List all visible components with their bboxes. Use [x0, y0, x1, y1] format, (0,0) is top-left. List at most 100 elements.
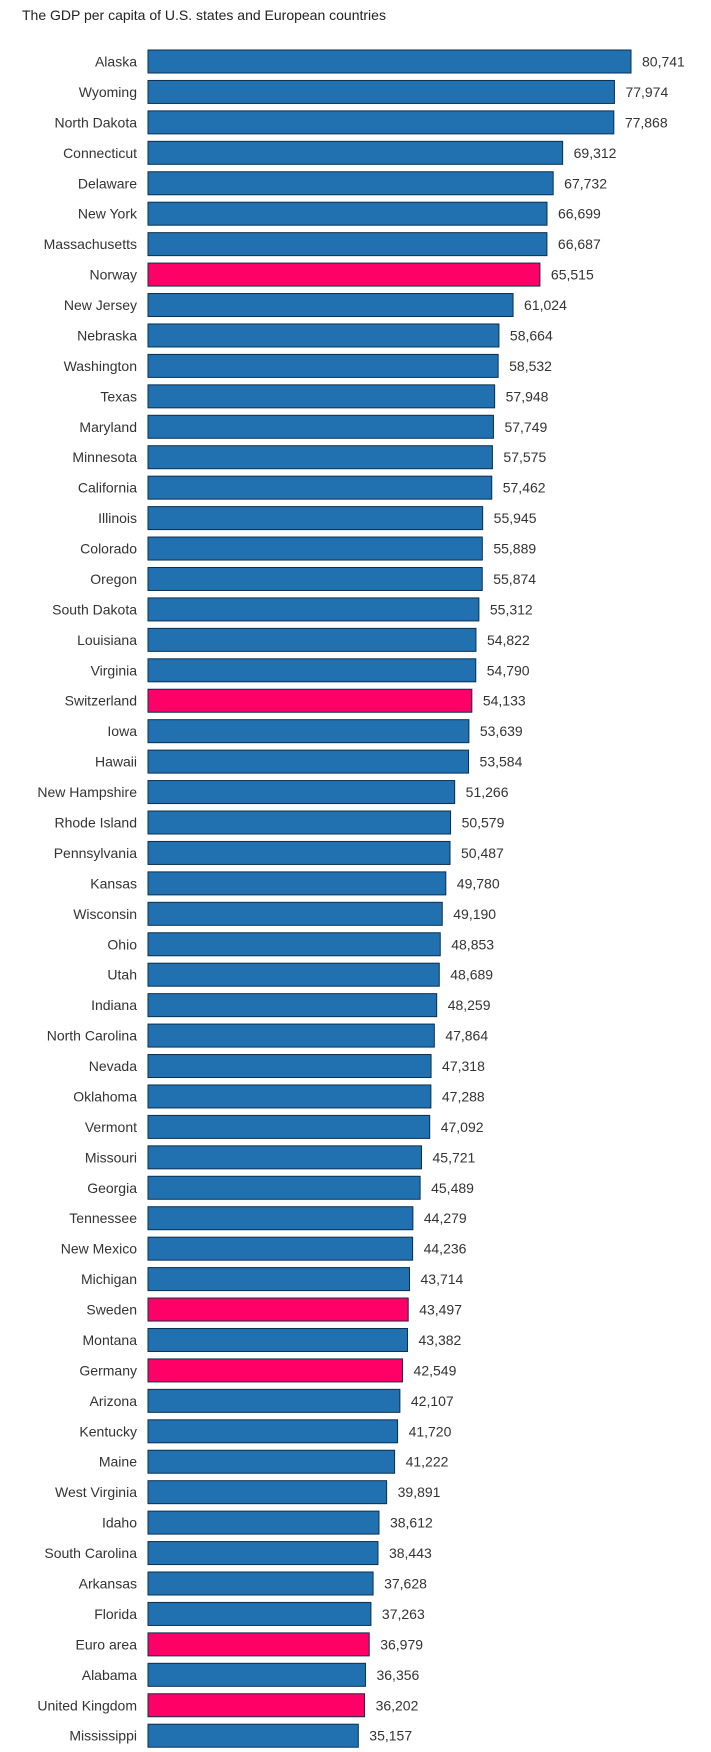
bar-louisiana [147, 627, 477, 652]
category-label-oregon: Oregon [90, 571, 137, 587]
value-label-new-york: 66,699 [558, 206, 601, 222]
value-label-rhode-island: 50,579 [462, 815, 505, 831]
category-label-new-york: New York [78, 206, 138, 222]
value-label-alabama: 36,356 [376, 1667, 419, 1683]
value-label-idaho: 38,612 [390, 1515, 433, 1531]
value-label-louisiana: 54,822 [487, 632, 530, 648]
value-label-new-hampshire: 51,266 [466, 784, 509, 800]
category-label-north-carolina: North Carolina [47, 1028, 137, 1044]
category-label-montana: Montana [83, 1332, 138, 1348]
category-label-new-jersey: New Jersey [64, 297, 137, 313]
bar-vermont [147, 1114, 431, 1139]
value-label-nebraska: 58,664 [510, 327, 553, 343]
value-label-oklahoma: 47,288 [442, 1088, 485, 1104]
bar-colorado [147, 536, 483, 561]
category-label-florida: Florida [94, 1606, 137, 1622]
value-label-connecticut: 69,312 [574, 145, 617, 161]
bar-tennessee [147, 1206, 414, 1231]
value-label-wisconsin: 49,190 [453, 906, 496, 922]
bar-missouri [147, 1145, 423, 1170]
category-label-west-virginia: West Virginia [55, 1484, 137, 1500]
value-label-tennessee: 44,279 [424, 1210, 467, 1226]
bar-washington [147, 353, 499, 378]
bar-hawaii [147, 749, 470, 774]
value-label-new-mexico: 44,236 [424, 1241, 467, 1257]
value-label-germany: 42,549 [414, 1362, 457, 1378]
value-label-utah: 48,689 [450, 967, 493, 983]
category-label-germany: Germany [79, 1362, 137, 1378]
category-label-massachusetts: Massachusetts [44, 236, 137, 252]
value-label-maryland: 57,749 [504, 419, 547, 435]
value-label-mississippi: 35,157 [369, 1728, 412, 1744]
bar-oregon [147, 566, 483, 591]
value-label-switzerland: 54,133 [483, 693, 526, 709]
bar-wyoming [147, 79, 615, 104]
chart-title: The GDP per capita of U.S. states and Eu… [22, 7, 386, 23]
category-label-nebraska: Nebraska [77, 327, 137, 343]
value-label-michigan: 43,714 [421, 1271, 464, 1287]
value-label-massachusetts: 66,687 [558, 236, 601, 252]
bar-illinois [147, 506, 484, 531]
bar-north-dakota [147, 110, 615, 135]
value-label-euro-area: 36,979 [380, 1636, 423, 1652]
value-label-arkansas: 37,628 [384, 1576, 427, 1592]
value-label-sweden: 43,497 [419, 1302, 462, 1318]
category-label-connecticut: Connecticut [63, 145, 137, 161]
value-label-alaska: 80,741 [642, 54, 685, 70]
bar-sweden [147, 1297, 409, 1322]
bar-new-mexico [147, 1236, 414, 1261]
category-label-georgia: Georgia [87, 1180, 137, 1196]
bar-idaho [147, 1510, 380, 1535]
bar-germany [147, 1358, 404, 1383]
value-label-kentucky: 41,720 [409, 1423, 452, 1439]
value-label-ohio: 48,853 [451, 936, 494, 952]
category-label-colorado: Colorado [80, 541, 137, 557]
value-label-texas: 57,948 [506, 388, 549, 404]
value-label-maine: 41,222 [406, 1454, 449, 1470]
value-label-norway: 65,515 [551, 267, 594, 283]
bar-georgia [147, 1175, 421, 1200]
bar-nevada [147, 1054, 432, 1079]
bar-new-hampshire [147, 780, 456, 805]
value-label-georgia: 45,489 [431, 1180, 474, 1196]
category-label-illinois: Illinois [98, 510, 137, 526]
bar-mississippi [147, 1723, 359, 1748]
value-label-california: 57,462 [503, 480, 546, 496]
category-label-delaware: Delaware [78, 175, 137, 191]
bar-rhode-island [147, 810, 452, 835]
bar-new-jersey [147, 293, 514, 318]
category-label-missouri: Missouri [85, 1149, 137, 1165]
category-label-washington: Washington [64, 358, 137, 374]
bar-utah [147, 962, 440, 987]
bar-nebraska [147, 323, 500, 348]
value-label-delaware: 67,732 [564, 175, 607, 191]
bar-west-virginia [147, 1480, 388, 1505]
bar-montana [147, 1327, 409, 1352]
category-label-south-dakota: South Dakota [52, 601, 137, 617]
bar-pennsylvania [147, 840, 451, 865]
value-label-iowa: 53,639 [480, 723, 523, 739]
category-label-idaho: Idaho [102, 1515, 137, 1531]
category-label-kansas: Kansas [90, 875, 137, 891]
category-label-maine: Maine [99, 1454, 137, 1470]
bar-delaware [147, 171, 554, 196]
category-label-tennessee: Tennessee [69, 1210, 137, 1226]
value-label-washington: 58,532 [509, 358, 552, 374]
value-label-montana: 43,382 [419, 1332, 462, 1348]
category-label-rhode-island: Rhode Island [54, 815, 137, 831]
category-label-indiana: Indiana [91, 997, 137, 1013]
bar-alaska [147, 49, 632, 74]
category-label-sweden: Sweden [86, 1302, 137, 1318]
bar-maine [147, 1449, 396, 1474]
value-label-oregon: 55,874 [493, 571, 536, 587]
category-label-mississippi: Mississippi [69, 1728, 137, 1744]
value-label-south-carolina: 38,443 [389, 1545, 432, 1561]
value-label-pennsylvania: 50,487 [461, 845, 504, 861]
category-label-alabama: Alabama [82, 1667, 137, 1683]
category-label-pennsylvania: Pennsylvania [54, 845, 137, 861]
category-label-arizona: Arizona [90, 1393, 138, 1409]
bar-indiana [147, 993, 438, 1018]
bar-new-york [147, 201, 548, 226]
category-label-oklahoma: Oklahoma [73, 1088, 137, 1104]
value-label-missouri: 45,721 [433, 1149, 476, 1165]
